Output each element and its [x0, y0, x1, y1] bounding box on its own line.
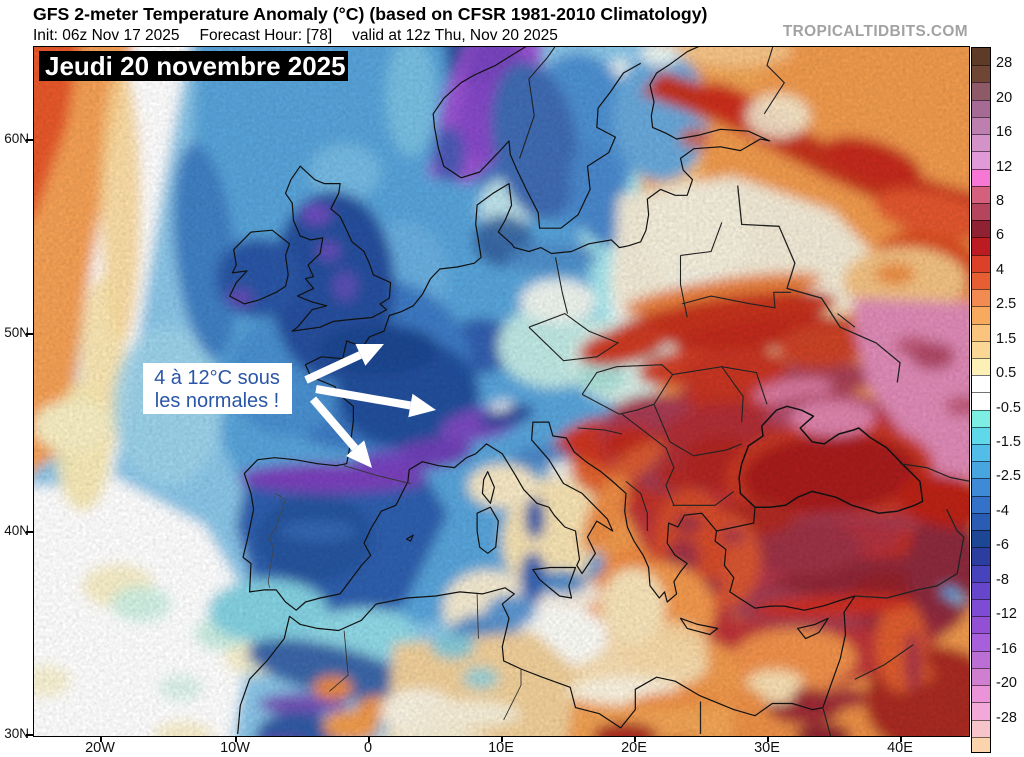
svg-text:4 à 12°C sous: 4 à 12°C sous [154, 367, 280, 389]
svg-text:les normales !: les normales ! [155, 390, 280, 412]
svg-text:Jeudi 20 novembre 2025: Jeudi 20 novembre 2025 [45, 51, 346, 81]
